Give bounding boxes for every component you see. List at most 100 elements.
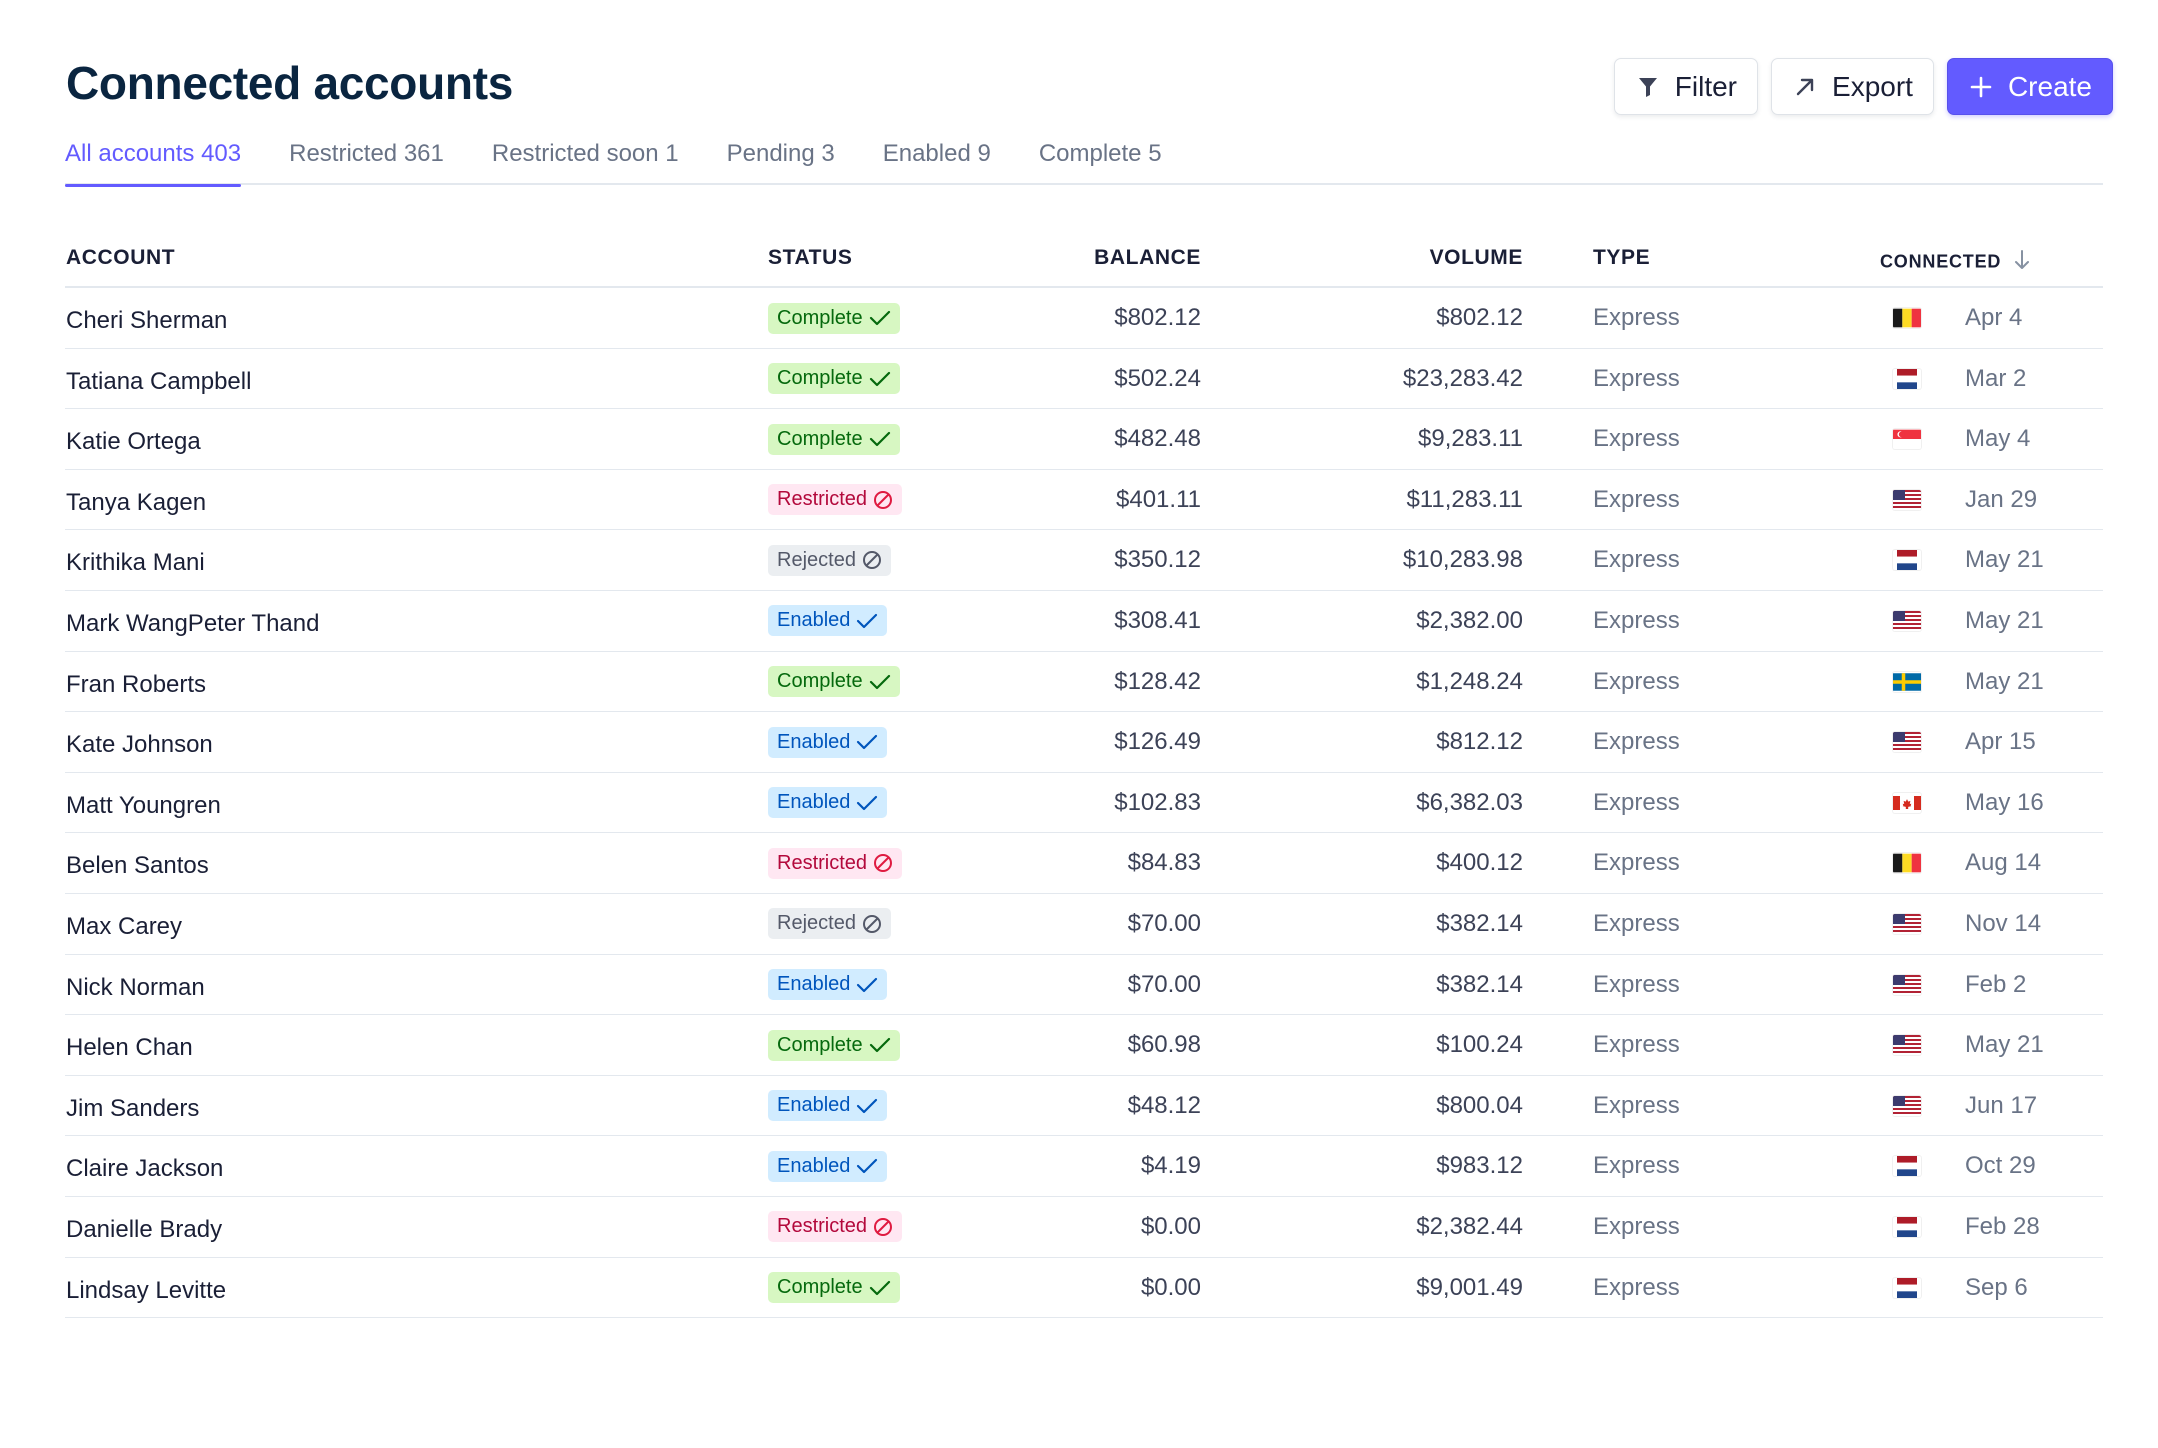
column-header-balance[interactable]: BALANCE — [1094, 246, 1201, 269]
status-badge-label: Enabled — [777, 609, 851, 632]
account-type: Express — [1593, 364, 1680, 392]
usa-flag-icon — [1893, 712, 1921, 772]
column-header-account[interactable]: ACCOUNT — [66, 246, 176, 269]
check-icon — [869, 673, 891, 691]
table-row[interactable]: Jim Sanders Enabled $48.12 $800.04 Express Ju… — [65, 1076, 2103, 1137]
status-badge-label: Enabled — [777, 791, 851, 814]
check-icon — [856, 612, 878, 630]
table-row[interactable]: Kate Johnson Enabled $126.49 $812.12 Express… — [65, 712, 2103, 773]
table-row[interactable]: Matt Youngren Enabled $102.83 $6,382.03 Expr… — [65, 773, 2103, 834]
usa-flag-icon — [1893, 894, 1921, 954]
check-icon — [869, 1036, 891, 1054]
account-name: Danielle Brady — [66, 1215, 223, 1243]
column-header-type[interactable]: TYPE — [1593, 246, 1651, 269]
connected-date: Apr 4 — [1965, 304, 2023, 331]
table-row[interactable]: Nick Norman Enabled $70.00 $382.14 Express Fe… — [65, 955, 2103, 1016]
column-header-status[interactable]: STATUS — [768, 246, 853, 269]
status-cell: Enabled — [768, 773, 888, 833]
table-row[interactable]: Tanya Kagen Restricted $401.11 $11,283.11 Ex… — [65, 470, 2103, 531]
tab-pending[interactable]: Pending 3 — [726, 140, 835, 167]
account-type: Express — [1593, 606, 1680, 634]
volume-value: $23,283.42 — [1402, 364, 1523, 392]
blocked-icon — [862, 914, 882, 934]
account-type: Express — [1593, 425, 1680, 453]
usa-flag-icon — [1893, 1076, 1921, 1136]
volume-value: $983.12 — [1436, 1152, 1523, 1180]
netherlands-flag-icon — [1893, 1197, 1921, 1257]
column-header-connected[interactable]: CONNECTED — [1880, 249, 2031, 276]
status-cell: Complete — [768, 1015, 900, 1075]
balance-value: $60.98 — [1127, 1031, 1201, 1059]
table-row[interactable]: Belen Santos Restricted $84.83 $400.12 Expre… — [65, 833, 2103, 894]
table-row[interactable]: Tatiana Campbell Complete $502.24 $23,283.4… — [65, 349, 2103, 410]
table-row[interactable]: Max Carey Rejected $70.00 $382.14 Express Nov… — [65, 894, 2103, 955]
connected-date: Nov 14 — [1965, 909, 2042, 937]
tab-complete[interactable]: Complete 5 — [1038, 140, 1162, 167]
balance-value: $482.48 — [1114, 425, 1201, 453]
table-row[interactable]: Katie Ortega Complete $482.48 $9,283.11 Expr… — [65, 409, 2103, 470]
check-icon — [869, 309, 891, 327]
table-row[interactable]: Claire Jackson Enabled $4.19 $983.12 Express… — [65, 1136, 2103, 1197]
status-cell: Enabled — [768, 955, 888, 1015]
arrow-down-icon — [2013, 249, 2031, 276]
status-badge: Complete — [768, 666, 900, 698]
table-row[interactable]: Krithika Mani Rejected $350.12 $10,283.98 Ex… — [65, 530, 2103, 591]
status-cell: Complete — [768, 288, 900, 348]
volume-value: $100.24 — [1436, 1031, 1523, 1059]
connected-date: Apr 15 — [1965, 728, 2036, 756]
account-name: Lindsay Levitte — [66, 1276, 227, 1304]
blocked-icon — [873, 490, 893, 510]
balance-value: $84.83 — [1127, 849, 1201, 877]
status-badge-label: Restricted — [777, 851, 868, 874]
table-row[interactable]: Mark WangPeter Thand Enabled $308.41 $2,382… — [65, 591, 2103, 652]
account-name: Claire Jackson — [66, 1155, 224, 1183]
account-type: Express — [1593, 788, 1680, 816]
check-icon — [856, 976, 878, 994]
netherlands-flag-icon — [1893, 1136, 1921, 1196]
account-name: Kate Johnson — [66, 731, 213, 759]
status-badge: Complete — [768, 1029, 900, 1061]
connected-date: May 21 — [1965, 546, 2044, 574]
tab-enabled[interactable]: Enabled 9 — [882, 140, 991, 167]
balance-value: $401.11 — [1116, 485, 1201, 513]
netherlands-flag-icon — [1893, 530, 1921, 590]
balance-value: $128.42 — [1114, 667, 1201, 695]
filter-button[interactable]: Filter — [1613, 58, 1759, 115]
tab-all-accounts[interactable]: All accounts 403 — [65, 138, 242, 187]
status-cell: Enabled — [768, 1076, 888, 1136]
check-icon — [856, 733, 878, 751]
table-row[interactable]: Helen Chan Complete $60.98 $100.24 Express Ma… — [65, 1015, 2103, 1076]
tab-restricted[interactable]: Restricted 361 — [289, 140, 444, 167]
account-name: Katie Ortega — [66, 428, 201, 456]
usa-flag-icon — [1893, 955, 1921, 1015]
status-badge-label: Restricted — [777, 488, 868, 511]
arrow-up-right-icon — [1792, 74, 1818, 100]
create-button[interactable]: Create — [1946, 58, 2113, 115]
volume-value: $802.12 — [1436, 304, 1523, 331]
connected-date: Jan 29 — [1965, 485, 2038, 513]
status-badge: Enabled — [768, 726, 888, 758]
table-row[interactable]: Danielle Brady Restricted $0.00 $2,382.44 Ex… — [65, 1197, 2103, 1258]
connected-date: May 21 — [1965, 1031, 2044, 1059]
tab-restricted-soon[interactable]: Restricted soon 1 — [491, 140, 679, 167]
table-header: ACCOUNT STATUS BALANCE VOLUME TYPE CONNE… — [65, 236, 2103, 288]
export-button[interactable]: Export — [1771, 58, 1934, 115]
table-row[interactable]: Cheri Sherman Complete $802.12 $802.12 Expre… — [65, 288, 2103, 349]
table-row[interactable]: Lindsay Levitte Complete $0.00 $9,001.49 Exp… — [65, 1258, 2103, 1319]
table-row[interactable]: Fran Roberts Complete $128.42 $1,248.24 Expr… — [65, 652, 2103, 713]
column-header-volume[interactable]: VOLUME — [1429, 246, 1523, 269]
canada-flag-icon — [1893, 773, 1921, 833]
volume-value: $6,382.03 — [1416, 788, 1523, 816]
status-badge: Rejected — [768, 544, 891, 576]
status-badge-label: Enabled — [777, 1154, 851, 1177]
account-name: Fran Roberts — [66, 670, 207, 698]
account-name: Jim Sanders — [66, 1094, 200, 1122]
status-cell: Restricted — [768, 470, 903, 530]
tab-bar: All accounts 403 Restricted 361 Restricted… — [65, 138, 2103, 187]
account-name: Max Carey — [66, 912, 183, 940]
usa-flag-icon — [1893, 591, 1921, 651]
connected-date: Mar 2 — [1965, 364, 2027, 392]
account-type: Express — [1593, 1091, 1680, 1119]
status-badge-label: Enabled — [777, 730, 851, 753]
status-badge: Enabled — [768, 605, 888, 637]
